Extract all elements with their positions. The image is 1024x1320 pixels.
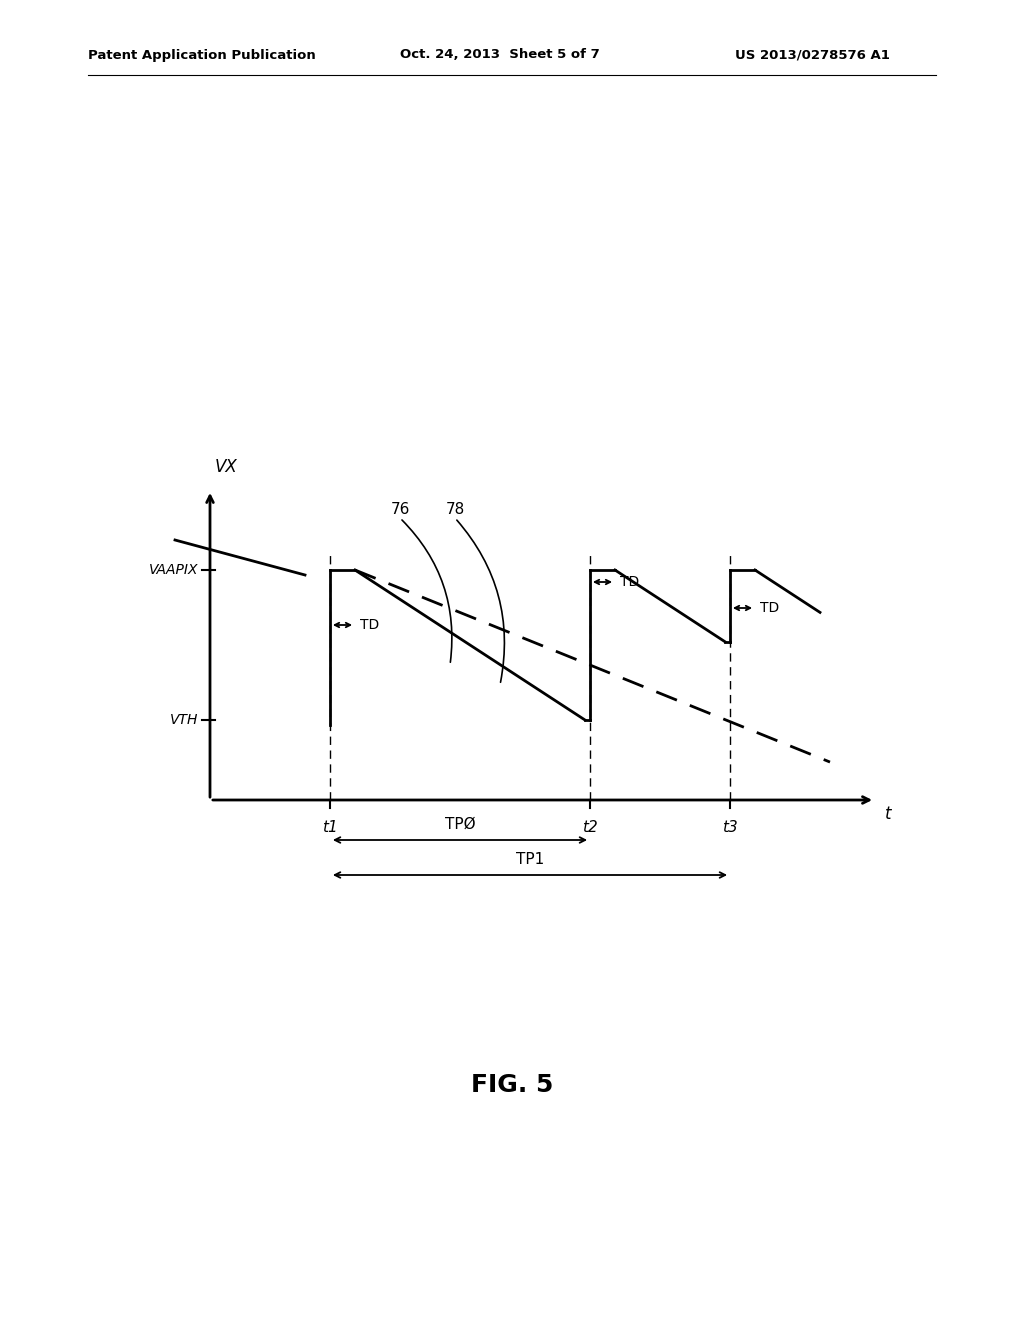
Text: TD: TD: [360, 618, 379, 632]
Text: Oct. 24, 2013  Sheet 5 of 7: Oct. 24, 2013 Sheet 5 of 7: [400, 49, 600, 62]
Text: VTH: VTH: [170, 713, 198, 727]
Text: t1: t1: [323, 820, 338, 836]
Text: TD: TD: [620, 576, 639, 589]
Text: VAAPIX: VAAPIX: [148, 564, 198, 577]
Text: VX: VX: [215, 458, 238, 477]
Text: TP1: TP1: [516, 851, 544, 867]
Text: FIG. 5: FIG. 5: [471, 1073, 553, 1097]
Text: t: t: [885, 805, 892, 822]
Text: US 2013/0278576 A1: US 2013/0278576 A1: [735, 49, 890, 62]
Text: t3: t3: [722, 820, 738, 836]
Text: 76: 76: [390, 503, 410, 517]
Text: 78: 78: [445, 503, 465, 517]
Text: TD: TD: [760, 601, 779, 615]
Text: Patent Application Publication: Patent Application Publication: [88, 49, 315, 62]
Text: t2: t2: [582, 820, 598, 836]
Text: TPØ: TPØ: [444, 817, 475, 832]
